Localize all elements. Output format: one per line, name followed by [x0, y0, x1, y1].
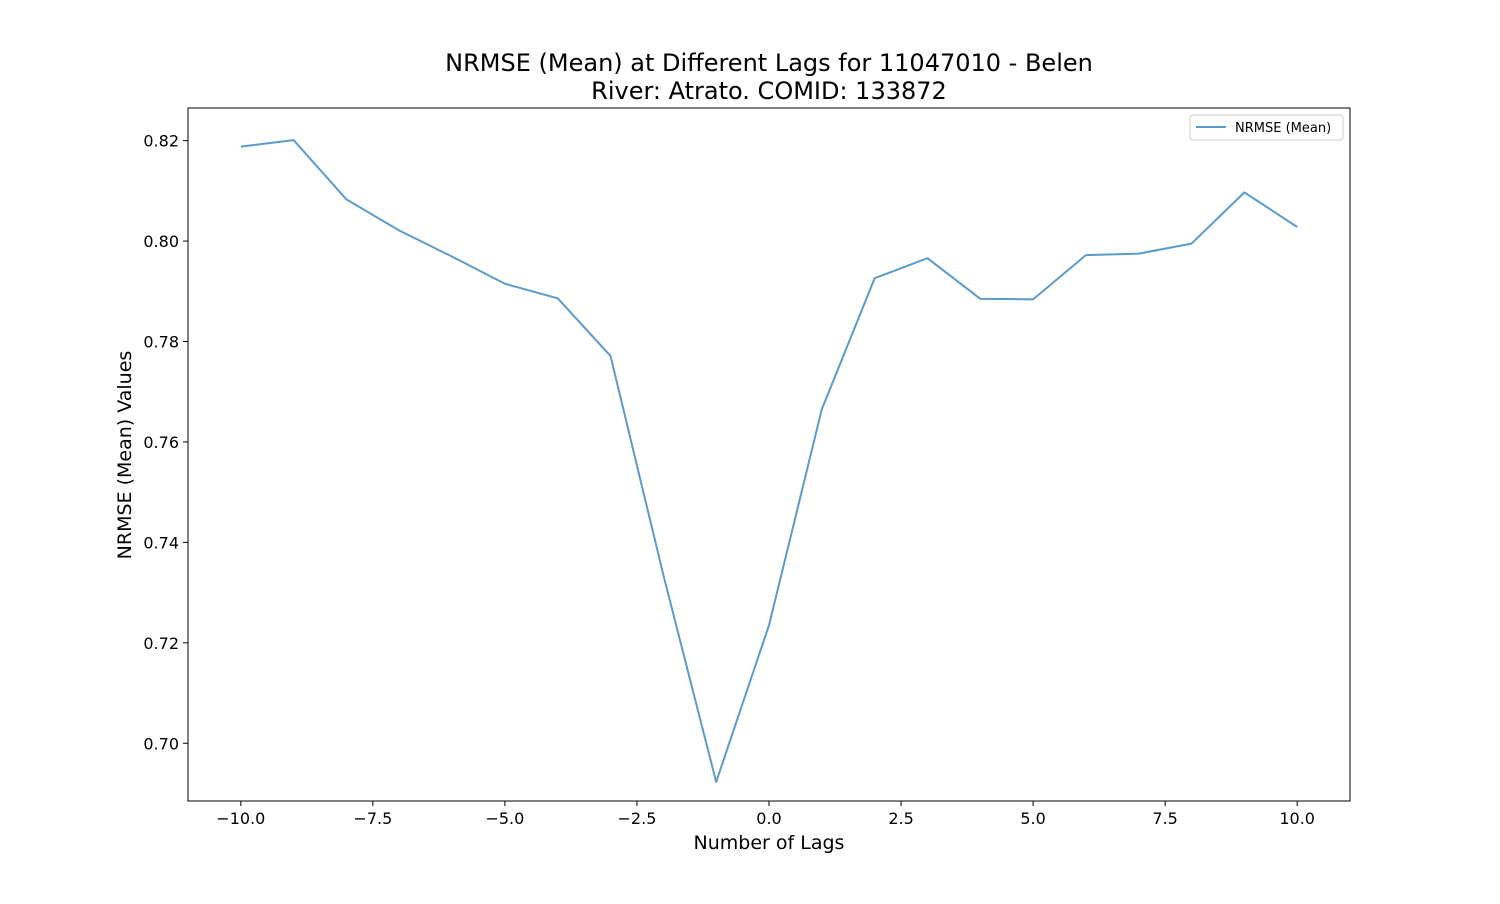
legend: NRMSE (Mean) — [1190, 115, 1343, 140]
x-tick-label: −10.0 — [216, 809, 265, 828]
x-tick-label: 5.0 — [1020, 809, 1045, 828]
x-axis-label: Number of Lags — [694, 832, 845, 854]
x-tick-label: 0.0 — [756, 809, 781, 828]
x-tick-label: 2.5 — [888, 809, 913, 828]
y-tick-label: 0.80 — [143, 232, 179, 251]
y-tick-label: 0.74 — [143, 533, 179, 552]
x-tick-label: 7.5 — [1152, 809, 1177, 828]
y-tick-label: 0.72 — [143, 634, 179, 653]
y-tick-label: 0.82 — [143, 132, 179, 151]
y-tick-label: 0.70 — [143, 734, 179, 753]
y-axis-label: NRMSE (Mean) Values — [114, 351, 136, 560]
x-tick-label: 10.0 — [1279, 809, 1315, 828]
chart-title: NRMSE (Mean) at Different Lags for 11047… — [445, 49, 1093, 77]
chart-subtitle: River: Atrato. COMID: 133872 — [591, 77, 947, 105]
x-tick-label: −5.0 — [485, 809, 524, 828]
x-tick-label: −2.5 — [618, 809, 657, 828]
x-tick-label: −7.5 — [353, 809, 392, 828]
legend-label: NRMSE (Mean) — [1235, 121, 1331, 136]
y-tick-label: 0.76 — [143, 433, 179, 452]
y-tick-label: 0.78 — [143, 333, 179, 352]
